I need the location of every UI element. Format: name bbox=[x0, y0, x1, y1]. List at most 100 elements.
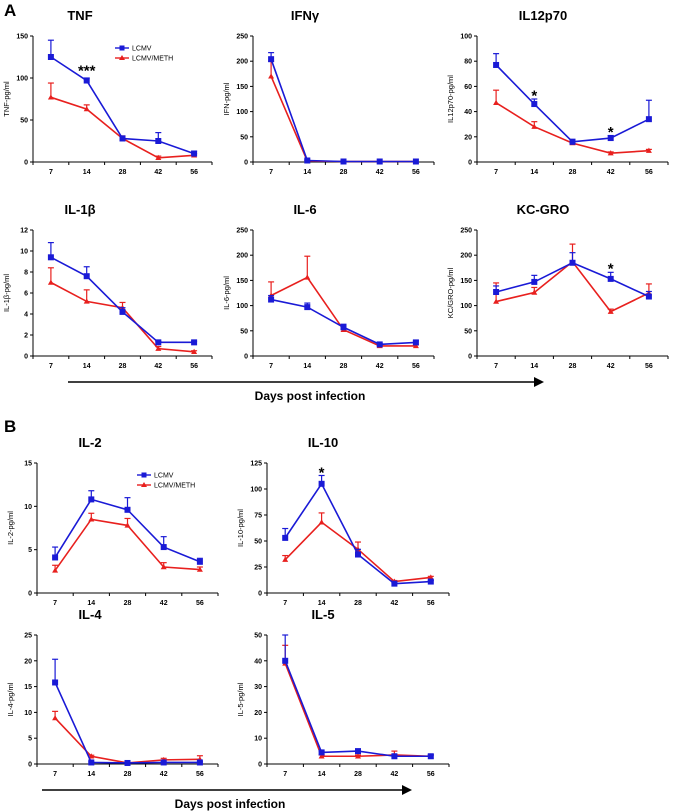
y-tick-label: 50 bbox=[464, 328, 472, 335]
data-point-lcmv bbox=[124, 506, 131, 513]
data-point-lcmv bbox=[569, 259, 576, 266]
y-tick-label: 0 bbox=[258, 591, 262, 598]
y-axis-label: TNF-pg/ml bbox=[2, 81, 11, 117]
chart-title: IL-6 bbox=[293, 202, 316, 217]
legend: LCMV LCMV/METH bbox=[137, 472, 195, 490]
data-point-lcmv bbox=[196, 558, 203, 565]
chart-6: IL-2 0 5 10 15 7 14 28 42 56 IL-2-pg/ml LCMV LCMV/ME… bbox=[6, 435, 219, 607]
data-point-lcmv bbox=[569, 138, 576, 145]
y-tick-label: 20 bbox=[24, 658, 32, 665]
x-tick-label: 14 bbox=[303, 363, 311, 370]
series-line-lcmv bbox=[270, 298, 416, 346]
legend-marker-meth bbox=[141, 482, 147, 487]
y-axis-label: IL-5-pg/ml bbox=[236, 682, 245, 716]
y-tick-label: 80 bbox=[464, 59, 472, 66]
x-tick-label: 7 bbox=[53, 771, 57, 778]
x-tick-label: 7 bbox=[49, 169, 53, 176]
y-tick-label: 200 bbox=[460, 253, 472, 260]
chart-4: IL-6 0 50 100 150 200 250 7 14 28 42 56 IL-6-pg/ml bbox=[222, 202, 435, 370]
x-tick-label: 14 bbox=[83, 363, 91, 370]
data-point-lcmv bbox=[88, 759, 95, 766]
data-point-meth bbox=[531, 289, 538, 295]
data-point-lcmv bbox=[155, 339, 162, 346]
data-point-lcmv bbox=[191, 150, 198, 157]
data-point-lcmv bbox=[304, 157, 311, 164]
y-tick-label: 200 bbox=[236, 253, 248, 260]
y-axis-label: IL-1β-pg/ml bbox=[2, 274, 11, 312]
data-point-meth bbox=[607, 308, 614, 314]
data-point-lcmv bbox=[645, 116, 652, 123]
x-tick-label: 56 bbox=[412, 363, 420, 370]
data-point-meth bbox=[318, 519, 325, 525]
data-point-lcmv bbox=[304, 304, 311, 311]
chart-3: IL-1β 0 2 4 6 8 10 12 7 14 28 42 56 IL-1β-pg/ml bbox=[2, 202, 213, 370]
data-point-lcmv bbox=[119, 135, 126, 142]
y-tick-label: 8 bbox=[24, 270, 28, 277]
data-point-lcmv bbox=[268, 296, 275, 303]
data-point-lcmv bbox=[47, 54, 54, 60]
y-tick-label: 150 bbox=[236, 278, 248, 285]
x-tick-label: 14 bbox=[318, 600, 326, 607]
data-point-meth bbox=[318, 753, 325, 759]
data-point-lcmv bbox=[47, 254, 54, 261]
data-point-lcmv bbox=[531, 278, 538, 285]
y-tick-label: 12 bbox=[20, 228, 28, 235]
data-point-meth bbox=[531, 123, 538, 129]
y-tick-label: 0 bbox=[28, 591, 32, 598]
data-point-lcmv bbox=[52, 554, 59, 561]
data-point-lcmv bbox=[531, 101, 538, 108]
data-point-lcmv bbox=[340, 158, 347, 165]
y-tick-label: 15 bbox=[24, 684, 32, 691]
series-line-lcmv bbox=[495, 64, 650, 143]
legend-marker-meth bbox=[119, 55, 125, 60]
y-tick-label: 100 bbox=[460, 34, 472, 41]
x-tick-label: 7 bbox=[494, 169, 498, 176]
series-line-lcmv bbox=[270, 58, 416, 163]
x-tick-label: 28 bbox=[119, 169, 127, 176]
legend-marker-lcmv bbox=[141, 472, 147, 478]
x-tick-label: 7 bbox=[269, 169, 273, 176]
y-tick-label: 0 bbox=[244, 160, 248, 167]
x-tick-label: 7 bbox=[49, 363, 53, 370]
x-tick-label: 14 bbox=[83, 169, 91, 176]
x-tick-label: 28 bbox=[354, 771, 362, 778]
x-tick-label: 56 bbox=[412, 169, 420, 176]
data-point-meth bbox=[607, 150, 614, 156]
series-line-meth bbox=[270, 276, 416, 347]
y-tick-label: 150 bbox=[460, 278, 472, 285]
legend-label: LCMV bbox=[154, 473, 174, 480]
data-point-meth bbox=[124, 522, 131, 528]
y-tick-label: 0 bbox=[24, 160, 28, 167]
data-point-lcmv bbox=[607, 275, 614, 282]
y-tick-label: 0 bbox=[244, 354, 248, 361]
y-tick-label: 0 bbox=[468, 160, 472, 167]
series-line-meth bbox=[54, 717, 200, 764]
x-tick-label: 28 bbox=[124, 771, 132, 778]
x-tick-label: 28 bbox=[340, 169, 348, 176]
data-point-lcmv bbox=[88, 496, 95, 503]
y-tick-label: 0 bbox=[468, 354, 472, 361]
data-point-lcmv bbox=[155, 138, 162, 144]
x-tick-label: 7 bbox=[53, 600, 57, 607]
data-point-lcmv bbox=[340, 324, 347, 331]
data-point-meth bbox=[155, 345, 162, 351]
data-point-lcmv bbox=[376, 341, 383, 348]
chart-8: IL-4 0 5 10 15 20 25 7 14 28 42 56 IL-4-pg/ml bbox=[6, 607, 219, 778]
series-line-meth bbox=[495, 102, 649, 154]
data-point-meth bbox=[493, 99, 500, 105]
x-tick-label: 14 bbox=[318, 771, 326, 778]
chart-title: TNF bbox=[67, 8, 92, 23]
series-line-lcmv bbox=[50, 256, 195, 344]
x-tick-label: 14 bbox=[530, 363, 538, 370]
x-tick-label: 28 bbox=[569, 363, 577, 370]
x-tick-label: 14 bbox=[87, 600, 95, 607]
series-line-meth bbox=[284, 663, 431, 758]
series-line-lcmv bbox=[284, 660, 431, 758]
chart-5: KC-GRO 0 50 100 150 200 250 7 14 28 42 56 KC/GRO-pg/… bbox=[446, 202, 669, 370]
data-point-lcmv bbox=[119, 308, 126, 315]
days-caption-b: Days post infection bbox=[175, 797, 286, 811]
chart-title: IL-4 bbox=[78, 607, 102, 622]
y-tick-label: 15 bbox=[24, 461, 32, 468]
x-tick-label: 42 bbox=[607, 363, 615, 370]
